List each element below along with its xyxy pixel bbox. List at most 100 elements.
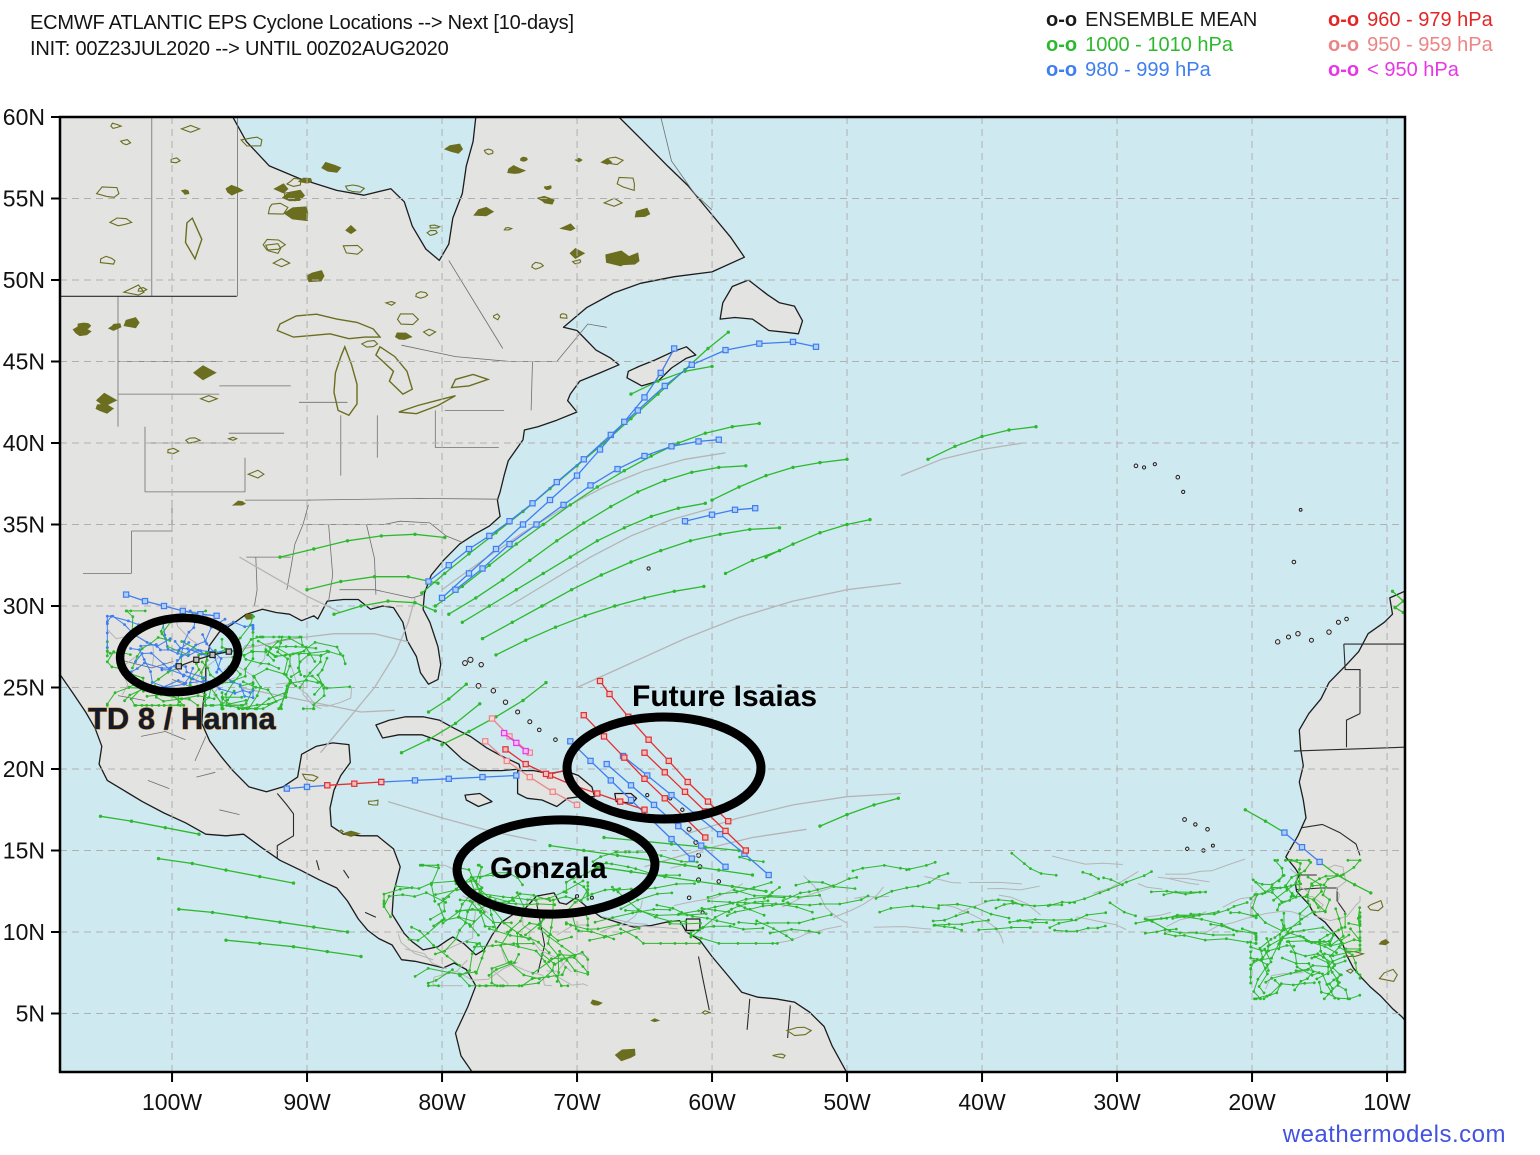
track-point-marker — [202, 700, 206, 703]
track-point-marker — [267, 662, 271, 666]
track-point-marker — [1083, 897, 1086, 901]
track-point-marker — [671, 906, 675, 910]
track-point-marker — [413, 895, 416, 898]
track-point-marker — [1048, 926, 1052, 929]
legend-entry: o-o < 950 hPa — [1328, 58, 1493, 83]
track-point-marker — [634, 407, 642, 414]
track-point-marker — [730, 884, 734, 889]
track-point-marker — [1271, 888, 1275, 891]
country-border — [276, 793, 295, 859]
track-point-marker — [495, 968, 498, 971]
track-point-marker — [267, 697, 271, 701]
country-border — [1343, 644, 1361, 714]
track-point-marker — [197, 668, 201, 671]
track-point-marker — [382, 899, 386, 903]
track-point-marker — [443, 909, 446, 913]
track-point-marker — [186, 654, 190, 658]
track-point-marker — [474, 970, 477, 974]
track-point-marker — [1231, 928, 1235, 932]
annotation-label: TD 8 / Hanna — [88, 701, 277, 736]
ensemble-track-green — [1318, 982, 1339, 1000]
track-point-marker — [319, 660, 322, 664]
track-point-marker — [1318, 938, 1322, 942]
track-point-marker — [1280, 918, 1284, 922]
track-point-marker — [110, 665, 114, 669]
track-point-marker — [659, 548, 663, 553]
ensemble-track-green — [221, 692, 247, 705]
legend-entry: o-o 960 - 979 hPa — [1328, 8, 1493, 33]
track-point-marker — [475, 943, 479, 946]
track-point-marker — [621, 754, 628, 761]
track-point-marker — [1245, 901, 1249, 904]
y-tick-label: 20N — [3, 756, 45, 782]
track-point-marker — [1323, 945, 1327, 948]
track-point-marker — [1020, 903, 1024, 907]
ensemble-track-green — [1190, 902, 1248, 915]
track-point-marker — [467, 729, 471, 734]
track-point-marker — [610, 885, 614, 889]
lake — [99, 255, 116, 265]
track-point-marker — [386, 599, 390, 603]
track-point-marker — [123, 699, 126, 703]
track-point-marker — [921, 905, 925, 909]
track-point-marker — [325, 656, 329, 660]
track-point-marker — [196, 694, 200, 698]
lake — [429, 224, 442, 229]
track-point-marker — [434, 952, 437, 956]
track-point-marker — [603, 888, 607, 892]
track-point-marker — [1286, 931, 1290, 935]
lake — [95, 186, 120, 198]
track-point-marker — [731, 901, 735, 905]
track-point-marker — [1280, 900, 1283, 904]
track-point-marker — [1347, 933, 1351, 937]
track-point-marker — [1335, 873, 1339, 877]
state-border — [254, 557, 258, 607]
map-plot-area: TD 8 / Hanna Future Isaias Gonzala — [60, 117, 1405, 1072]
track-point-marker — [143, 609, 147, 613]
track-point-marker — [1282, 927, 1285, 930]
track-point-marker — [717, 868, 721, 872]
ensemble-track-green — [1291, 896, 1326, 913]
track-point-marker — [105, 704, 109, 707]
track-point-marker — [735, 890, 738, 894]
ensemble-track-gray — [432, 959, 468, 987]
track-point-marker — [1310, 956, 1314, 960]
track-point-marker — [206, 666, 210, 670]
track-point-marker — [1253, 932, 1257, 935]
track-point-marker — [689, 931, 693, 934]
track-point-marker — [1294, 881, 1298, 885]
track-point-marker — [1312, 981, 1316, 985]
track-point-marker — [474, 596, 478, 600]
track-point-marker — [586, 881, 590, 884]
track-point-marker — [175, 663, 182, 670]
legend-label: 960 - 979 hPa — [1367, 9, 1493, 31]
track-point-marker — [627, 796, 635, 804]
track-point-marker — [1306, 875, 1310, 879]
track-point-marker — [437, 866, 440, 870]
track-point-marker — [953, 926, 956, 930]
track-point-marker — [477, 933, 480, 937]
track-point-marker — [1281, 829, 1288, 836]
lake — [264, 243, 282, 255]
track-point-marker — [1319, 949, 1323, 953]
track-point-marker — [642, 596, 647, 600]
track-point-marker — [697, 842, 705, 849]
lake — [110, 122, 123, 130]
lake — [273, 183, 289, 194]
annotation-ellipse — [452, 815, 660, 919]
track-point-marker — [703, 501, 707, 505]
track-point-marker — [143, 661, 146, 665]
track-point-marker — [438, 594, 446, 602]
track-point-marker — [453, 721, 458, 726]
track-point-marker — [1320, 890, 1323, 893]
track-point-marker — [199, 649, 203, 653]
ensemble-track-green — [430, 874, 494, 920]
track-point-marker — [277, 707, 281, 711]
track-point-marker — [223, 617, 227, 621]
track-point-marker — [199, 671, 203, 674]
track-point-marker — [1291, 983, 1295, 987]
track-point-marker — [966, 910, 970, 914]
track-point-marker — [149, 670, 153, 673]
lake — [170, 157, 182, 164]
track-point-marker — [445, 561, 453, 569]
